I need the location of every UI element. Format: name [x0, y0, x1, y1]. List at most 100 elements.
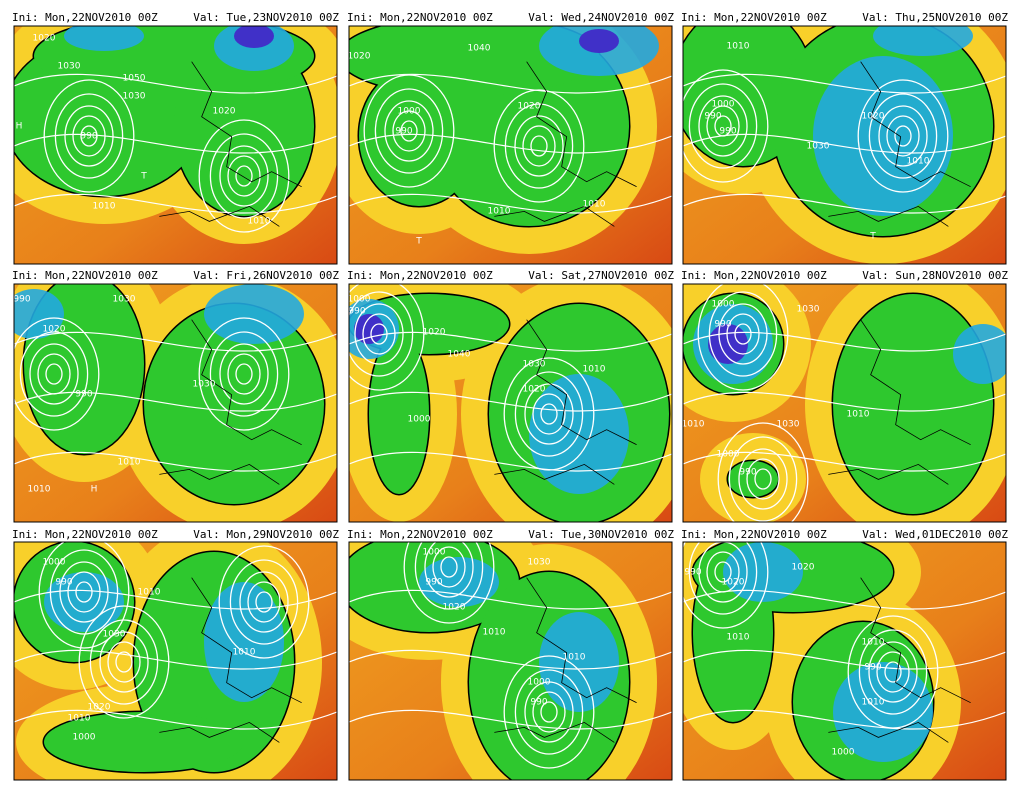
isobar — [403, 542, 495, 624]
isobar-label: 1040 — [468, 44, 491, 54]
valid-time: Val: Fri,26NOV2010 00Z — [193, 269, 339, 282]
isobar — [14, 451, 337, 472]
isobar — [80, 125, 98, 147]
isobar — [209, 331, 279, 417]
isobar — [734, 323, 752, 345]
isobar-label: 990 — [395, 127, 412, 137]
isobar — [540, 701, 558, 723]
isobar — [349, 73, 672, 94]
isobar — [717, 422, 809, 522]
isobar-label: 1010 — [583, 365, 606, 375]
valid-time: Val: Sat,27NOV2010 00Z — [528, 269, 674, 282]
isobar-label: 1020 — [213, 107, 236, 117]
isobar-label: 1030 — [123, 92, 146, 102]
isobar-label: 1020 — [348, 52, 371, 62]
isobar-label: 1030 — [113, 295, 136, 305]
isobar — [349, 133, 672, 154]
isobar — [89, 619, 159, 705]
coastline — [159, 577, 302, 743]
isobar — [493, 89, 585, 203]
init-time: Ini: Mon,22NOV2010 00Z — [347, 528, 493, 541]
isobar-label: 1010 — [847, 410, 870, 420]
isobar-label: 1020 — [443, 603, 466, 613]
isobar — [706, 105, 740, 147]
isobar — [219, 343, 269, 405]
very-cold-zone — [723, 542, 803, 602]
map-frame — [13, 541, 338, 781]
isobar-label: T — [415, 237, 422, 247]
coastline — [159, 61, 302, 227]
isobar — [349, 709, 672, 730]
isobar-label: T — [140, 172, 147, 182]
isobar — [14, 331, 337, 352]
isobar — [857, 79, 949, 193]
isobar-label: 1000 — [423, 548, 446, 558]
isobar — [14, 709, 337, 730]
isobar-label: 1000 — [717, 450, 740, 460]
isobar — [14, 133, 337, 154]
isobar-label: 1000 — [43, 558, 66, 568]
isobar — [683, 649, 1006, 670]
isobar — [363, 74, 455, 188]
very-cold-zone — [204, 284, 304, 344]
isobar-label: 1000 — [528, 678, 551, 688]
isobar — [115, 651, 133, 673]
isobar-label: 1010 — [907, 157, 930, 167]
init-time: Ini: Mon,22NOV2010 00Z — [12, 269, 158, 282]
isobar — [698, 95, 748, 157]
isobar-label: 1010 — [248, 217, 271, 227]
isobar-label: 1020 — [423, 328, 446, 338]
isobar — [524, 383, 574, 445]
isobar — [424, 542, 474, 598]
isobar — [362, 313, 396, 355]
isobar — [683, 331, 1006, 352]
isobar-label: 1010 — [727, 633, 750, 643]
isobar — [697, 284, 789, 391]
isobar-label: 1000 — [398, 107, 421, 117]
coastline — [828, 577, 971, 743]
map-frame — [348, 541, 673, 781]
isobar — [14, 193, 337, 214]
map-frame — [13, 25, 338, 265]
isobar-label: 1010 — [138, 588, 161, 598]
map-panel: 1000 990 1030 1010 1030 1010 1000 990 — [683, 284, 1006, 522]
isobar — [868, 93, 938, 179]
isobar — [99, 631, 149, 693]
very-cold-zone — [539, 612, 619, 712]
isobar-label: 1020 — [722, 578, 745, 588]
isobar — [728, 436, 798, 522]
isobar — [532, 393, 566, 435]
isobar — [349, 291, 414, 377]
init-time: Ini: Mon,22NOV2010 00Z — [12, 11, 158, 24]
isobar-label: 1030 — [58, 62, 81, 72]
isobar — [64, 105, 114, 167]
cold-zone — [144, 304, 324, 504]
isobar — [235, 165, 253, 187]
isobar-label: 1030 — [103, 630, 126, 640]
isobar — [503, 655, 595, 769]
isobar — [219, 145, 269, 207]
map-panel: 1010 1000 990 990 1030 1020 1010 T — [683, 26, 1006, 264]
map-panel: 1000 990 1020 1040 1030 1020 1010 1000 — [349, 284, 672, 522]
isobar-label: 1010 — [862, 638, 885, 648]
cold-zone — [833, 294, 993, 514]
map-frame — [13, 283, 338, 523]
very-cold-zone — [873, 26, 973, 56]
isobar — [227, 353, 261, 395]
isobar-label: H — [16, 122, 23, 132]
map-frame — [682, 283, 1007, 523]
isobar — [349, 589, 672, 610]
isobar — [247, 581, 281, 623]
isobar — [894, 125, 912, 147]
isobar — [14, 589, 337, 610]
map-panel: 990 1020 1030 990 1030 1010 1010 H — [14, 284, 337, 522]
isobar — [514, 371, 584, 457]
isobar-label: 1030 — [807, 142, 830, 152]
isobar-label: 1030 — [777, 420, 800, 430]
isobar-label: 1010 — [28, 485, 51, 495]
map-frame — [348, 25, 673, 265]
isobar — [45, 363, 63, 385]
isobar — [886, 115, 920, 157]
isobar-label: 1010 — [583, 200, 606, 210]
